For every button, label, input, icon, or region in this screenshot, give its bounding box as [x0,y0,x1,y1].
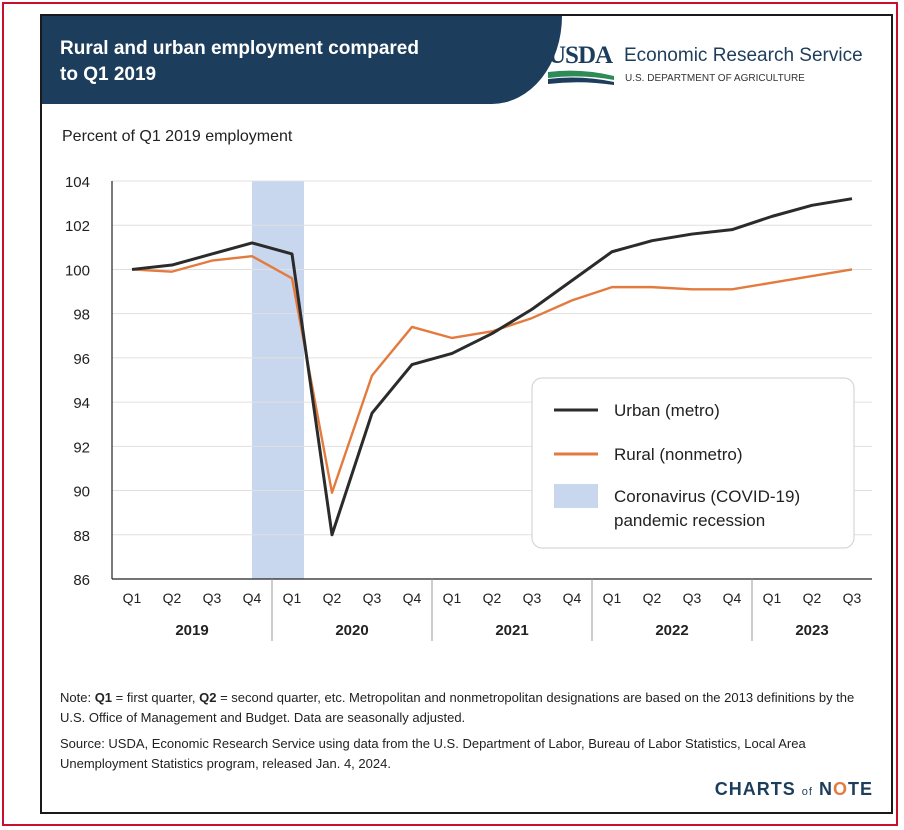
x-tick-label: Q3 [363,590,382,606]
x-tick-label: Q3 [203,590,222,606]
x-tick-label: Q4 [243,590,262,606]
y-tick-label: 88 [73,528,90,545]
x-tick-label: Q2 [803,590,822,606]
x-tick-label: Q4 [563,590,582,606]
agency-name: Economic Research Service [624,45,863,66]
x-tick-label: Q4 [723,590,742,606]
x-tick-label: Q2 [323,590,342,606]
year-label: 2020 [335,622,368,639]
brand-suffix: TE [847,779,873,799]
brand-n: N [818,779,833,799]
x-tick-label: Q3 [843,590,862,606]
x-tick-label: Q2 [643,590,662,606]
legend-box [531,377,855,549]
header-title-band [42,16,562,104]
year-label: 2021 [495,622,528,639]
legend-urban-label: Urban (metro) [614,401,720,420]
notes: Note: Q1 = first quarter, Q2 = second qu… [60,688,875,780]
year-label: 2023 [795,622,828,639]
x-tick-label: Q1 [123,590,142,606]
y-tick-label: 96 [73,351,90,368]
x-tick-label: Q1 [443,590,462,606]
y-tick-label: 100 [65,262,90,279]
header: Rural and urban employment compared to Q… [42,16,891,104]
x-tick-label: Q3 [523,590,542,606]
usda-logo: USDA [548,42,613,69]
chart-card: Rural and urban employment compared to Q… [40,14,893,814]
x-tick-label: Q1 [603,590,622,606]
chart-title: Rural and urban employment compared to Q… [60,38,419,85]
x-tick-label: Q2 [163,590,182,606]
usda-swoosh-icon [548,70,614,85]
brand-of: of [801,786,813,798]
legend-rural-label: Rural (nonmetro) [614,445,743,464]
y-axis-label: Percent of Q1 2019 employment [62,128,293,145]
x-tick-label: Q1 [283,590,302,606]
x-tick-label: Q2 [483,590,502,606]
rural-series-line [131,254,853,494]
y-tick-label: 102 [65,218,90,235]
charts-of-note-brand: CHARTS of NOTE [715,779,873,800]
urban-series-line [131,197,853,537]
year-label: 2019 [175,622,208,639]
line-chart: 86 88 90 92 94 96 98 100 102 104 Q1 Q2 Q3 Q4 Q1 Q2 Q3 Q4 Q… [65,174,872,641]
y-tick-label: 104 [65,174,90,191]
legend-recession-swatch [554,484,598,508]
year-label: 2022 [655,622,688,639]
y-tick-label: 90 [73,484,90,501]
y-tick-label: 94 [73,395,90,412]
legend-recession-label: Coronavirus (COVID-19) pandemic recession [614,487,800,530]
brand-prefix: CHARTS [714,779,796,799]
note-text: Note: Q1 = first quarter, Q2 = second qu… [60,690,855,725]
recession-shading [252,181,304,579]
brand-o-icon: O [832,779,848,799]
y-tick-label: 92 [73,439,90,456]
x-tick-label: Q1 [763,590,782,606]
x-tick-label: Q4 [403,590,422,606]
y-tick-label: 86 [73,572,90,589]
department-name: U.S. DEPARTMENT OF AGRICULTURE [625,73,805,84]
x-tick-label: Q3 [683,590,702,606]
source-text: Source: USDA, Economic Research Service … [60,736,806,771]
y-tick-label: 98 [73,307,90,324]
